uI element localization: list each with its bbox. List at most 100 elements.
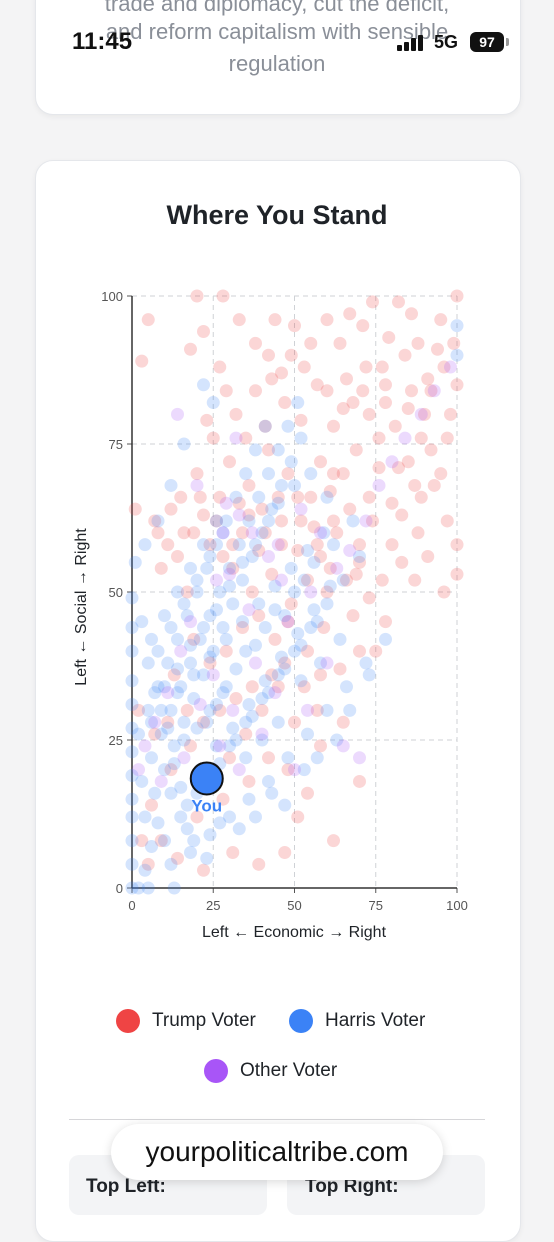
harris-voter-point <box>239 644 253 658</box>
trump-voter-point <box>434 313 448 327</box>
harris-voter-point <box>167 757 181 771</box>
harris-voter-point <box>275 650 288 664</box>
trump-voter-point <box>184 739 197 753</box>
other-voter-point <box>226 703 240 717</box>
harris-voter-point <box>145 632 158 646</box>
harris-voter-point <box>317 526 331 540</box>
trump-voter-point <box>291 544 305 558</box>
harris-voter-point <box>450 348 464 362</box>
trump-voter-point <box>275 538 288 552</box>
trump-voter-point <box>161 715 175 729</box>
trump-voter-point <box>450 538 464 552</box>
trump-voter-point <box>203 656 217 670</box>
trump-voter-point <box>281 615 295 629</box>
harris-voter-point <box>236 615 249 629</box>
harris-voter-point <box>187 692 201 706</box>
trump-voter-point <box>239 727 253 741</box>
trump-voter-point <box>213 703 227 717</box>
harris-voter-point <box>229 490 243 504</box>
harris-voter-point <box>239 751 253 765</box>
card-title: Where You Stand <box>166 200 388 230</box>
trump-voter-point <box>239 431 253 445</box>
trump-voter-point <box>167 668 181 682</box>
harris-voter-point <box>288 644 301 658</box>
legend-trump-label: Trump Voter <box>152 1010 256 1031</box>
trump-voter-point <box>356 384 370 398</box>
harris-voter-point <box>216 526 230 540</box>
harris-voter-point <box>258 419 272 433</box>
harris-voter-point <box>450 319 464 333</box>
trump-voter-point <box>421 549 435 563</box>
trump-voter-point <box>258 419 272 433</box>
harris-voter-point <box>245 549 259 563</box>
harris-voter-point <box>177 437 191 451</box>
trump-voter-point <box>408 573 422 587</box>
trump-voter-point <box>336 467 350 481</box>
harris-voter-point <box>362 668 376 682</box>
y-tick-label: 100 <box>101 289 123 304</box>
trump-voter-point <box>249 384 262 398</box>
trump-voter-point <box>450 289 464 303</box>
trump-voter-point <box>226 538 240 552</box>
harris-voter-point <box>268 603 282 617</box>
harris-voter-point <box>151 644 165 658</box>
other-voter-point <box>132 763 145 777</box>
harris-voter-point <box>232 822 246 836</box>
trump-voter-point <box>349 443 363 457</box>
trump-voter-point <box>424 384 438 398</box>
trump-voter-point <box>216 792 230 806</box>
harris-voter-point <box>320 597 334 611</box>
harris-voter-point <box>141 703 155 717</box>
trump-voter-point <box>414 490 428 504</box>
harris-voter-point <box>229 733 243 747</box>
trump-voter-point <box>401 401 415 415</box>
harris-voter-point <box>171 632 184 646</box>
trump-voter-point <box>284 597 298 611</box>
previous-card-line-3: regulation <box>228 51 326 76</box>
trump-voter-point <box>177 526 191 540</box>
chart-axes: 00 25 25 50 50 75 75 100 100 <box>101 289 468 913</box>
other-voter-point <box>271 538 285 552</box>
trump-voter-point <box>255 703 269 717</box>
trump-voter-point <box>213 360 227 374</box>
trump-voter-point <box>190 289 204 303</box>
trump-voter-point <box>379 378 392 392</box>
harris-voter-point <box>301 727 314 741</box>
y-tick-label: 75 <box>109 437 123 452</box>
trump-voter-point <box>411 526 425 540</box>
other-voter-point <box>320 656 334 670</box>
other-voter-point <box>216 526 230 540</box>
trump-voter-point <box>362 407 376 421</box>
harris-voter-point <box>262 774 275 788</box>
x-tick-label: 50 <box>287 898 301 913</box>
harris-voter-point <box>128 555 142 569</box>
trump-voter-point <box>395 555 409 569</box>
trump-voter-point <box>271 680 285 694</box>
trump-voter-point <box>353 644 366 658</box>
trump-voter-point <box>236 621 249 635</box>
trump-voter-point <box>219 644 233 658</box>
harris-voter-point <box>164 786 178 800</box>
harris-voter-point <box>177 597 191 611</box>
trump-voter-point <box>362 490 376 504</box>
harris-voter-point <box>252 597 266 611</box>
other-voter-point <box>398 431 412 445</box>
trump-voter-point <box>203 538 217 552</box>
trump-voter-point <box>379 396 392 410</box>
harris-voter-point <box>203 828 217 842</box>
trump-voter-point <box>379 615 392 629</box>
harris-voter-point <box>184 561 197 575</box>
legend-other-dot <box>204 1059 228 1083</box>
harris-voter-point <box>294 674 308 688</box>
harris-voter-point <box>255 526 269 540</box>
trump-voter-point <box>395 508 409 522</box>
trump-voter-point <box>197 715 210 729</box>
trump-voter-point <box>258 526 272 540</box>
trump-voter-point <box>353 538 366 552</box>
trump-voter-point <box>297 680 311 694</box>
harris-voter-point <box>262 686 275 700</box>
harris-voter-point <box>180 609 194 623</box>
harris-voter-point <box>210 538 223 552</box>
trump-voter-point <box>288 319 301 333</box>
trump-voter-point <box>265 567 279 581</box>
